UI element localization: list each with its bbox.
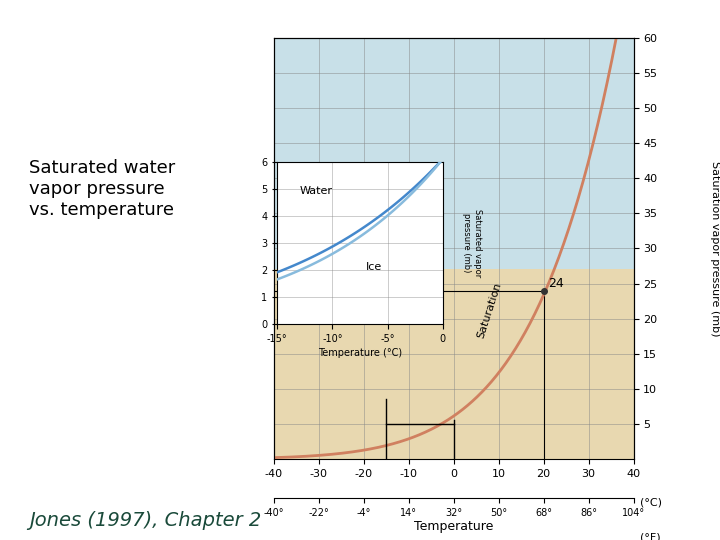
Text: Water: Water xyxy=(300,186,332,197)
X-axis label: Temperature (°C): Temperature (°C) xyxy=(318,348,402,358)
Bar xyxy=(274,269,634,459)
X-axis label: Temperature: Temperature xyxy=(414,521,493,534)
Text: Saturation: Saturation xyxy=(476,281,503,340)
Y-axis label: Saturation vapor pressure (mb): Saturation vapor pressure (mb) xyxy=(710,160,720,336)
Text: (°C): (°C) xyxy=(640,498,662,508)
Text: Saturated water
vapor pressure
vs. temperature: Saturated water vapor pressure vs. tempe… xyxy=(29,159,175,219)
Bar xyxy=(274,38,634,269)
Text: Jones (1997), Chapter 2: Jones (1997), Chapter 2 xyxy=(29,511,261,530)
Text: Ice: Ice xyxy=(366,262,382,272)
Text: 24: 24 xyxy=(548,277,564,290)
Y-axis label: Saturated vapor
pressure (mb): Saturated vapor pressure (mb) xyxy=(462,209,482,277)
Text: (°F): (°F) xyxy=(640,532,661,540)
